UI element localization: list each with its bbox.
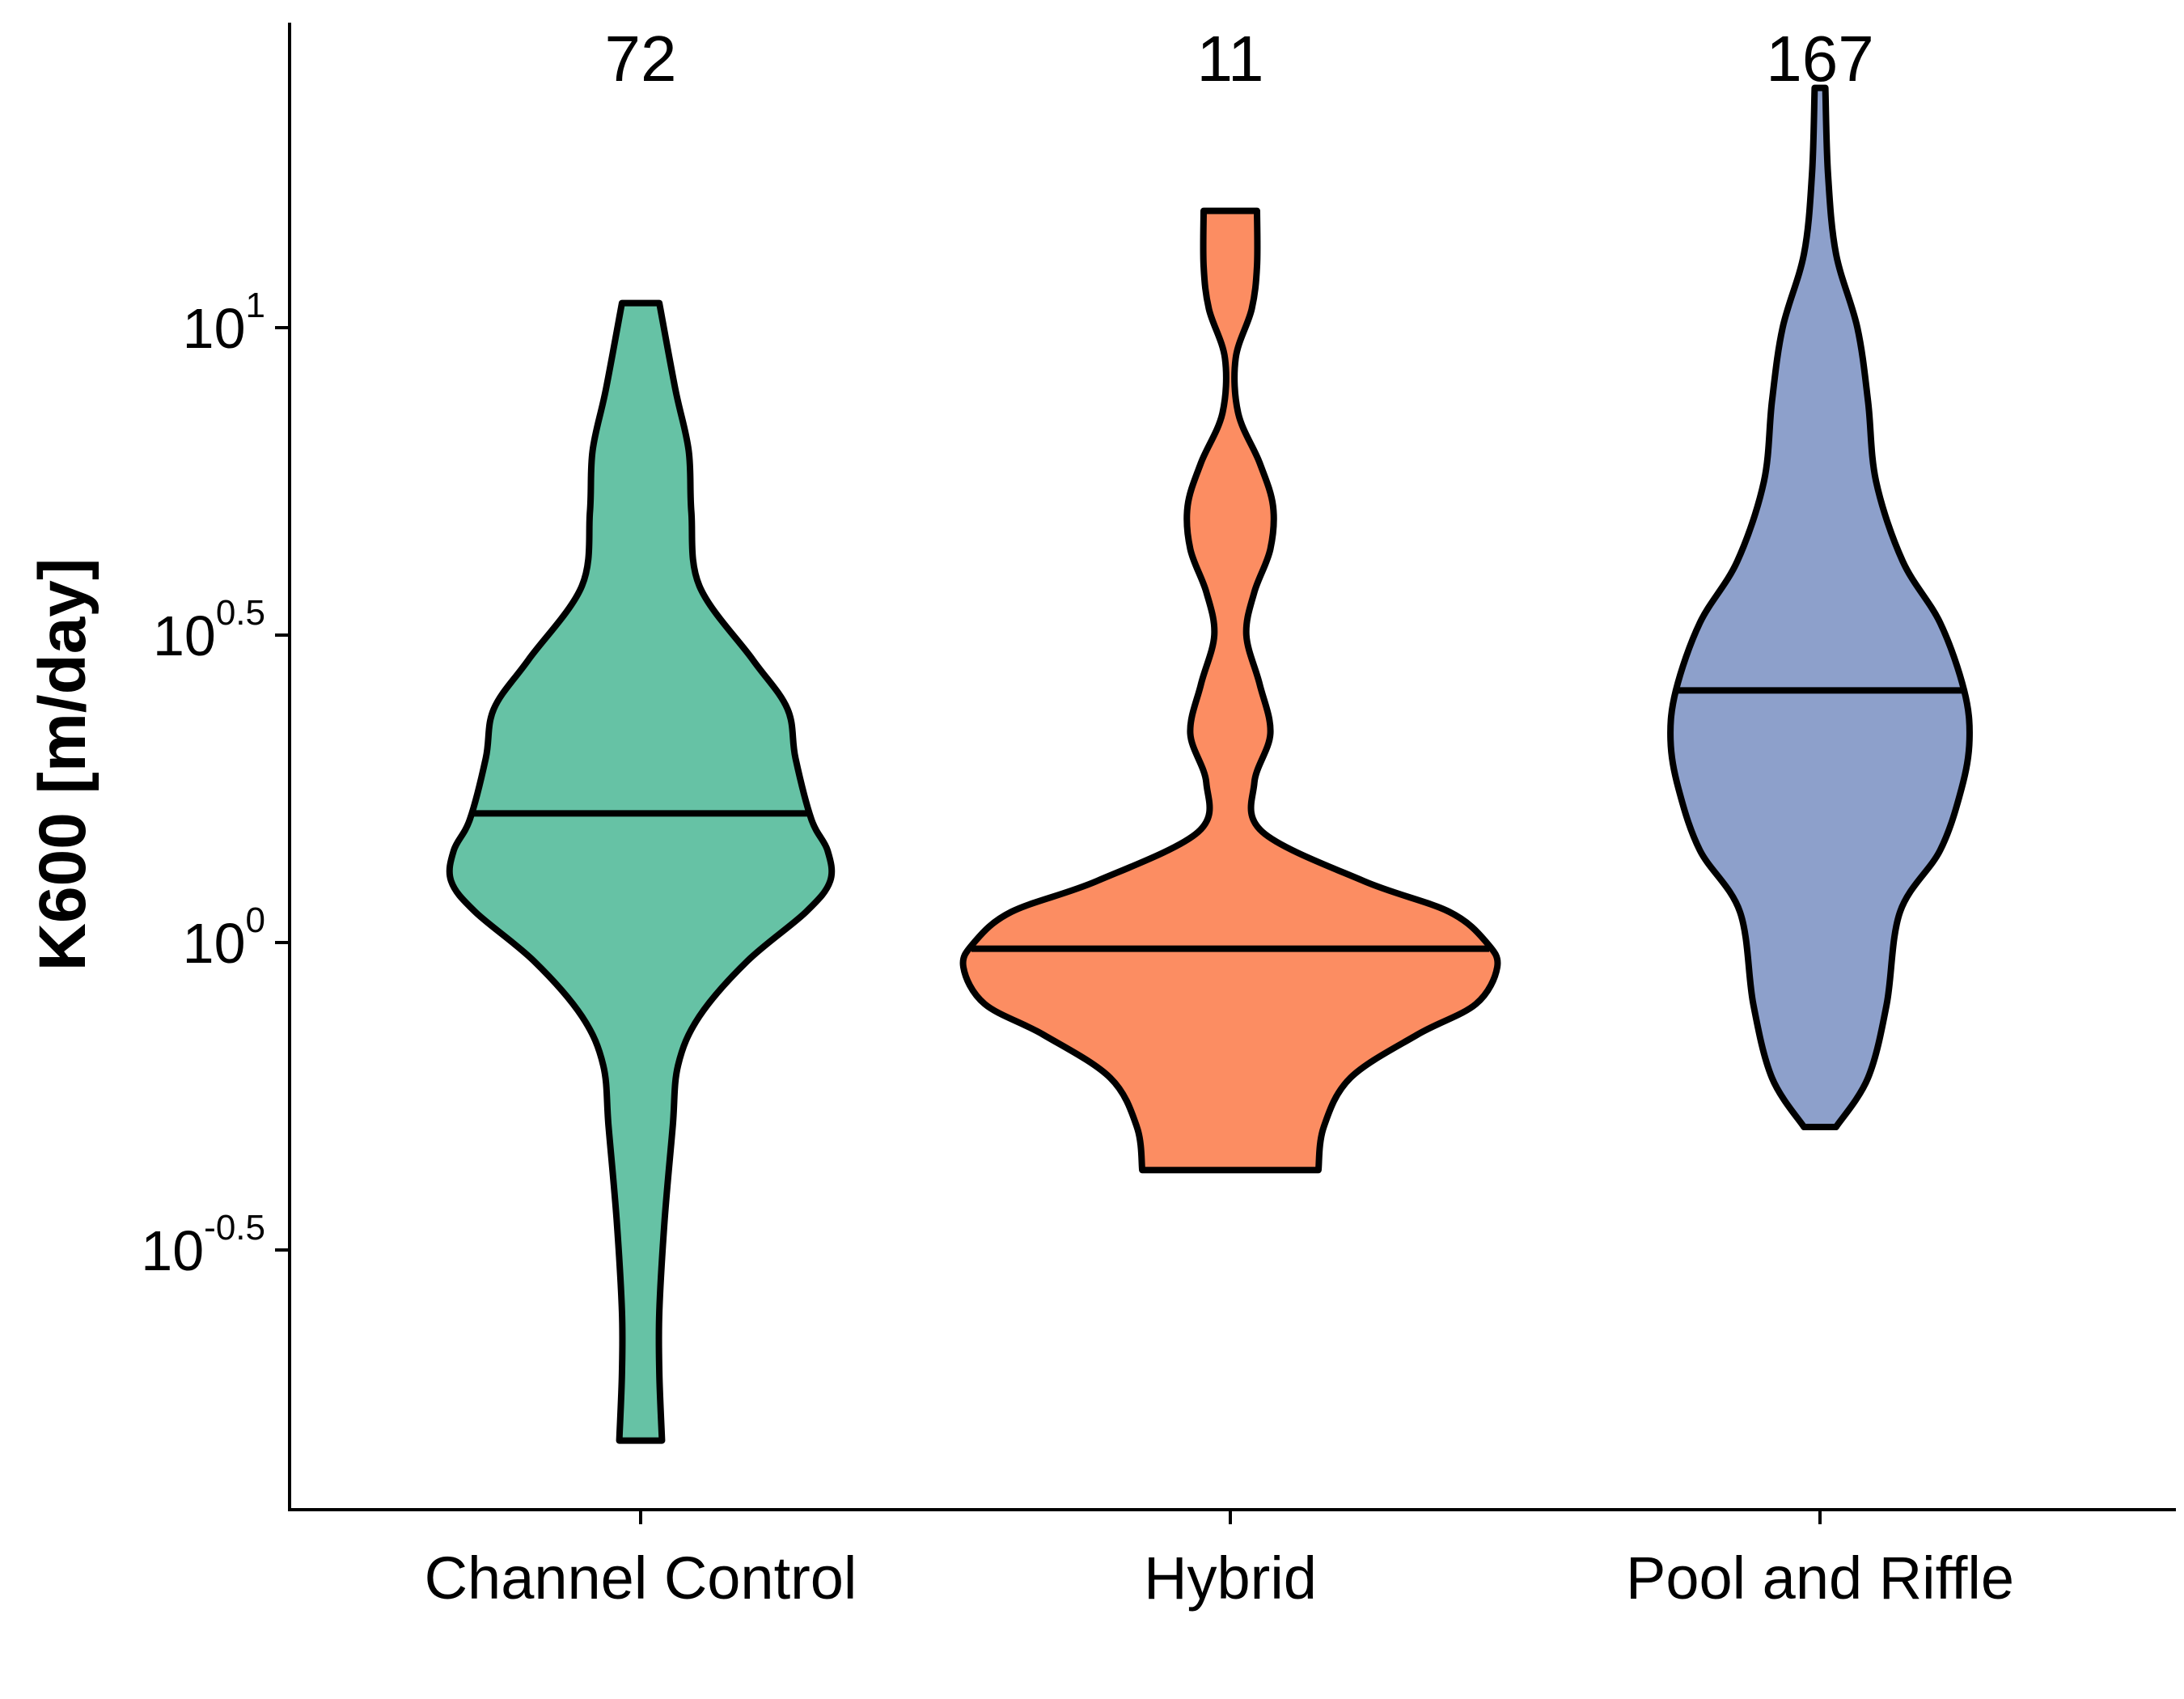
x-tick-label: Hybrid [1144,1544,1317,1612]
count-label: 167 [1766,23,1873,95]
x-tick-label: Channel Control [425,1544,857,1612]
y-tick-label: 100.5 [153,593,265,667]
y-ticks: 10-0.5 100 100.5 101 [141,286,290,1282]
y-axis-label: K600 [m/day] [26,558,99,971]
violins [446,84,1973,1444]
violin-hybrid [959,207,1501,1174]
count-label: 11 [1196,23,1263,95]
violin-pool-and-riffle [1667,84,1973,1130]
median-lines [471,687,1965,952]
y-tick-label: 101 [183,286,265,360]
axes [288,23,2176,1511]
count-labels: 72 11 167 [605,23,1874,95]
violin-channel-control [446,299,836,1444]
x-tick-label: Pool and Riffle [1626,1544,2014,1612]
y-tick-label: 10-0.5 [141,1208,265,1282]
axis-lines [288,23,2176,1511]
y-tick-label: 100 [183,900,265,975]
x-ticks: Channel Control Hybrid Pool and Riffle [425,1510,2014,1612]
count-label: 72 [605,23,677,95]
